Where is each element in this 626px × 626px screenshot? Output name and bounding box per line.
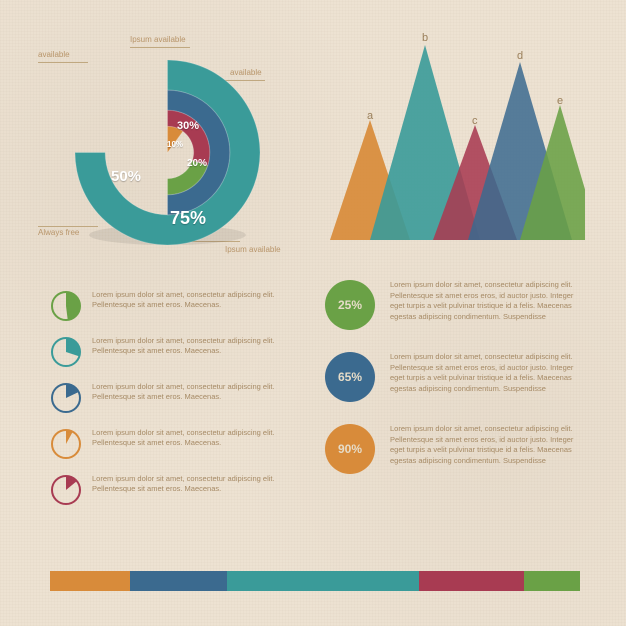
segmented-bar (50, 571, 580, 591)
pct-10: 10% (167, 140, 183, 149)
mini-pie-item: Lorem ipsum dolor sit amet, consectetur … (50, 474, 300, 506)
percent-circle: 65% (325, 352, 375, 402)
percent-circle: 25% (325, 280, 375, 330)
mini-pie-icon (50, 336, 82, 368)
pct-20: 20% (187, 158, 207, 169)
mini-pie-text: Lorem ipsum dolor sit amet, consectetur … (92, 428, 300, 448)
mini-pie-text: Lorem ipsum dolor sit amet, consectetur … (92, 474, 300, 494)
callout-ipsum-available-1: Ipsum available (130, 35, 186, 44)
mini-pie-icon (50, 428, 82, 460)
percent-circle-list: 25% Lorem ipsum dolor sit amet, consectet… (325, 280, 580, 496)
mini-pie-item: Lorem ipsum dolor sit amet, consectetur … (50, 290, 300, 322)
peak-label-c: c (472, 115, 478, 127)
segbar-segment (227, 571, 420, 591)
callout-available-1: available (38, 50, 70, 59)
percent-item: 90% Lorem ipsum dolor sit amet, consectet… (325, 424, 580, 474)
mini-pie-list: Lorem ipsum dolor sit amet, consectetur … (50, 290, 300, 520)
pct-75: 75% (170, 208, 206, 229)
peak-chart: a b c d e (325, 30, 585, 255)
segbar-segment (419, 571, 523, 591)
segbar-segment (130, 571, 226, 591)
callout-always-free: Always free (38, 228, 79, 237)
percent-text: Lorem ipsum dolor sit amet, consectetur … (390, 424, 580, 466)
percent-circle: 90% (325, 424, 375, 474)
peak-label-e: e (557, 95, 563, 107)
percent-text: Lorem ipsum dolor sit amet, consectetur … (390, 280, 580, 322)
donut-chart: 75% 50% 30% 20% 10% (75, 60, 260, 245)
callout-ipsum-available-2: Ipsum available (225, 245, 281, 254)
mini-pie-item: Lorem ipsum dolor sit amet, consectetur … (50, 336, 300, 368)
pct-50: 50% (111, 168, 141, 185)
mini-pie-text: Lorem ipsum dolor sit amet, consectetur … (92, 336, 300, 356)
mini-pie-item: Lorem ipsum dolor sit amet, consectetur … (50, 428, 300, 460)
peak-label-b: b (422, 32, 428, 44)
mini-pie-item: Lorem ipsum dolor sit amet, consectetur … (50, 382, 300, 414)
peak-label-d: d (517, 50, 523, 62)
mini-pie-text: Lorem ipsum dolor sit amet, consectetur … (92, 290, 300, 310)
percent-item: 65% Lorem ipsum dolor sit amet, consectet… (325, 352, 580, 402)
percent-text: Lorem ipsum dolor sit amet, consectetur … (390, 352, 580, 394)
segbar-segment (50, 571, 130, 591)
pct-30: 30% (177, 120, 199, 132)
peak-label-a: a (367, 110, 373, 122)
mini-pie-text: Lorem ipsum dolor sit amet, consectetur … (92, 382, 300, 402)
segbar-segment (524, 571, 580, 591)
percent-item: 25% Lorem ipsum dolor sit amet, consectet… (325, 280, 580, 330)
mini-pie-icon (50, 474, 82, 506)
mini-pie-icon (50, 382, 82, 414)
mini-pie-icon (50, 290, 82, 322)
